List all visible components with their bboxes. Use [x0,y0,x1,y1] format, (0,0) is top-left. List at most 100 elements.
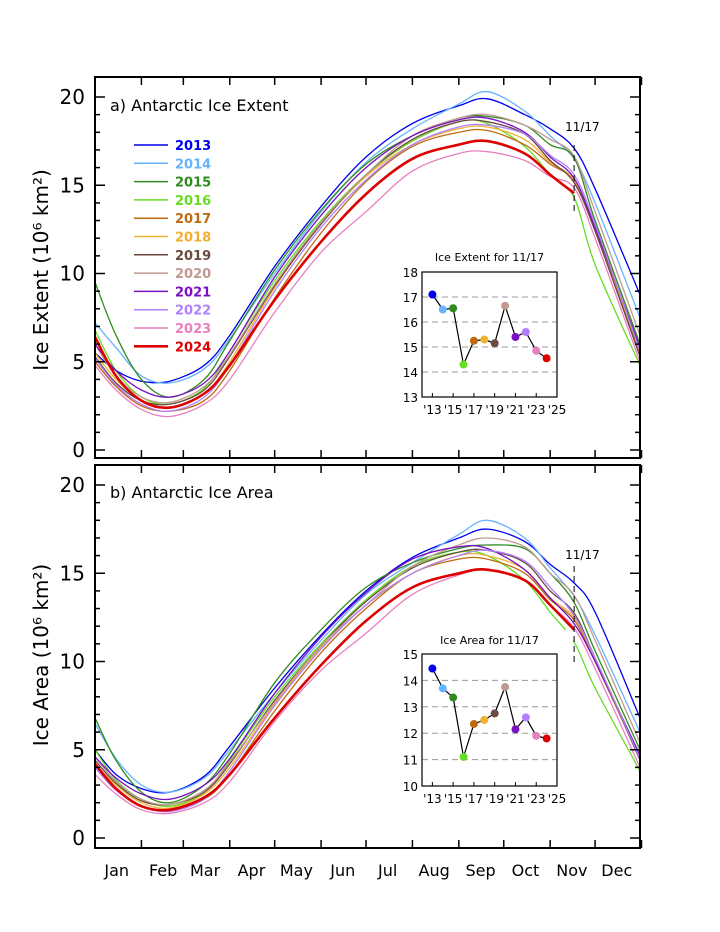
inset-point-2020 [501,301,510,310]
x-tick-label-dec: Dec [601,861,632,880]
inset-y-tick-label: 14 [403,366,418,380]
inset-point-2023 [532,346,541,355]
inset-point-2020 [501,683,510,691]
x-tick-label-aug: Aug [419,861,450,880]
inset-point-2022 [521,713,530,722]
inset-y-tick-label: 16 [403,316,418,330]
inset-x-tick-label: '15 [444,403,463,417]
y-tick-label: 5 [72,350,85,374]
inset-point-2021 [511,333,520,341]
inset-point-2015 [449,693,458,702]
series-line-2024 [95,139,575,410]
legend-label-2015: 2015 [175,176,211,191]
inset-point-2016 [459,360,468,369]
y-tick-label: 10 [60,650,85,674]
inset-point-2021 [511,725,520,734]
inset-point-2018 [480,716,489,724]
series-line-2016 [95,550,640,808]
legend-label-2017: 2017 [175,212,211,227]
inset-point-2019 [490,339,499,348]
x-tick-label-jun: Jun [329,861,355,880]
inset-point-2013 [428,290,437,299]
inset-y-tick-label: 11 [403,754,418,768]
series-line-2022 [95,549,640,813]
legend-label-2021: 2021 [175,285,211,300]
inset-x-tick-label: '23 [527,403,546,417]
inset-background [420,630,573,810]
series-line-2024 [95,568,576,812]
plot-frame [94,76,641,459]
y-tick-label: 0 [72,438,85,462]
series-line-2015 [95,544,640,804]
series-line-2021 [95,116,640,398]
series-line-2021 [95,544,640,801]
date-marker-label: 11/17 [565,120,600,134]
inset-y-tick-label: 13 [403,701,418,715]
series-line-2023 [95,568,640,815]
legend-label-2016: 2016 [175,194,211,209]
inset-point-2024 [542,354,551,363]
series-line-2022 [95,123,640,413]
inset-point-2014 [438,305,447,314]
series-group [95,90,640,418]
inset-x-tick-label: '13 [423,403,442,417]
y-tick-label: 15 [60,173,85,197]
inset-y-tick-label: 15 [403,648,418,662]
inset-x-tick-label: '23 [527,792,546,806]
inset-y-tick-label: 12 [403,727,418,741]
panel-b-ice-area: 0 5 10 15 20 Ice Area (10⁶ km²) Jan Feb Mar Apr Ma… [29,464,643,880]
inset-chart: 13 14 15 16 17 18 '13'15'17'19'21'23'25 Ice Ext… [403,248,573,421]
inset-y-tick-label: 14 [403,674,418,688]
legend-label-2024: 2024 [175,340,211,355]
x-tick-label-may: May [280,861,313,880]
legend-label-2019: 2019 [175,249,211,264]
inset-chart: 10 11 12 13 14 15 '13'15'17'19'21'23'25 Ice Are… [403,630,573,810]
inset-title: Ice Area for 11/17 [440,634,539,647]
inset-point-2019 [490,709,499,718]
inset-background [420,248,573,421]
inset-y-tick-label: 18 [403,266,418,280]
x-tick-label-oct: Oct [512,861,540,880]
inset-y-tick-label: 13 [403,391,418,405]
legend-label-2013: 2013 [175,139,211,154]
y-tick-label: 5 [72,738,85,762]
inset-point-2014 [438,684,447,693]
x-tick-label-sep: Sep [465,861,495,880]
y-tick-label: 10 [60,262,85,286]
x-tick-label-mar: Mar [190,861,221,880]
inset-point-2022 [521,328,530,336]
legend-label-2023: 2023 [175,322,211,337]
inset-x-tick-label: '21 [506,792,525,806]
series-line-2023 [95,150,640,418]
inset-point-2017 [469,336,478,345]
inset-x-tick-label: '17 [465,792,484,806]
date-marker-label: 11/17 [565,548,600,562]
y-tick-label: 20 [60,85,85,109]
inset-x-tick-label: '25 [548,403,567,417]
inset-title: Ice Extent for 11/17 [435,251,544,264]
panel-title: a) Antarctic Ice Extent [110,96,288,115]
legend-label-2022: 2022 [175,304,211,319]
x-tick-label-feb: Feb [149,861,177,880]
inset-point-2016 [459,752,468,761]
inset-point-2024 [542,734,551,743]
inset-y-tick-label: 10 [403,780,418,794]
series-line-2014 [95,519,640,794]
x-tick-label-jan: Jan [103,861,129,880]
inset-x-tick-label: '17 [465,403,484,417]
inset-y-tick-label: 17 [403,291,418,305]
plot-frame [94,464,641,849]
y-axis-label: Ice Area (10⁶ km²) [29,564,53,746]
inset-x-tick-label: '21 [506,403,525,417]
inset-frame [421,653,558,787]
y-tick-label: 20 [60,473,85,497]
inset-x-tick-label: '13 [423,792,442,806]
inset-point-2013 [428,664,437,673]
panel-a-ice-extent: 0 5 10 15 20 Ice Extent (10⁶ km²) a) Antarctic… [29,76,643,462]
inset-x-tick-label: '15 [444,792,463,806]
series-line-2020 [95,113,640,404]
x-tick-label-nov: Nov [556,861,587,880]
y-tick-label: 15 [60,561,85,585]
inset-point-2018 [480,335,489,344]
